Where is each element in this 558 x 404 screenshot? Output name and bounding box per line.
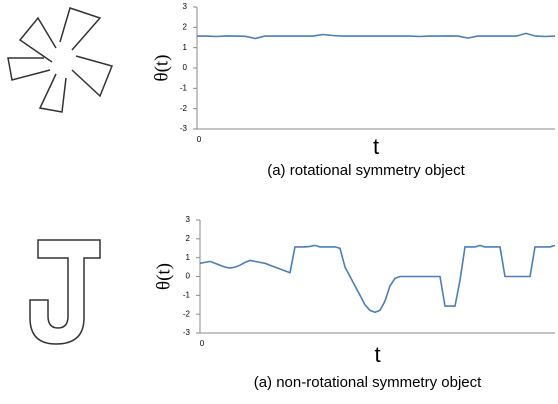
data-line (200, 245, 555, 312)
x-axis-label: t (374, 342, 380, 367)
y-tick-label: 0 (186, 272, 191, 281)
y-tick-label: 1 (186, 253, 191, 262)
x-tick-label: 0 (200, 339, 205, 348)
y-tick-label: -2 (180, 104, 188, 113)
y-tick-label: -3 (180, 124, 188, 133)
caption: (a) non-rotational symmetry object (254, 374, 482, 391)
x-tick-label: 0 (197, 135, 202, 144)
figure: -3 -2 -1 0 1 2 3 0 t θ(t) (a) rotational symmetry … (0, 0, 558, 404)
fan-shape (8, 8, 112, 112)
y-tick-label: -1 (183, 290, 191, 299)
j-shape (30, 240, 100, 344)
y-axis-label: θ(t) (151, 54, 172, 81)
y-axis-label: θ(t) (153, 263, 174, 290)
y-tick-label: 3 (186, 215, 191, 224)
y-tick-label: -1 (180, 83, 188, 92)
y-tick-label: -2 (183, 309, 191, 318)
y-tick-label: 1 (183, 43, 188, 52)
y-tick-label: 0 (183, 63, 188, 72)
y-tick-label: 3 (183, 2, 188, 11)
y-tick-label: 2 (183, 22, 188, 31)
x-axis-label: t (373, 134, 379, 159)
caption: (a) rotational symmetry object (267, 162, 465, 179)
y-tick-label: 2 (186, 234, 191, 243)
y-tick-label: -3 (183, 328, 191, 337)
data-line (197, 33, 555, 38)
